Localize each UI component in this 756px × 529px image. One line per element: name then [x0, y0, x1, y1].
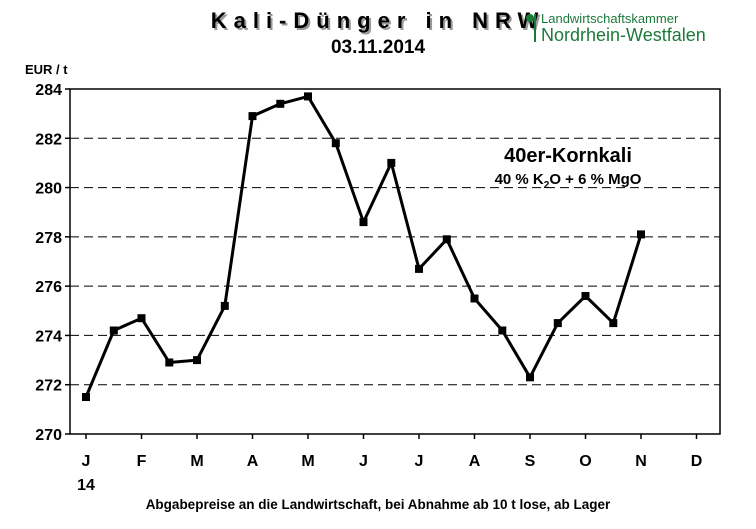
plot-frame [69, 88, 721, 435]
x-tick-label: J [415, 453, 424, 470]
x-tick-label: J [359, 453, 368, 470]
x-tick-label: F [137, 453, 147, 470]
data-point [331, 139, 340, 148]
chart-title-shadow: Kali-Dünger in NRW [212, 10, 548, 35]
y-tick-label: 272 [35, 378, 62, 395]
x-tick-label: N [635, 453, 647, 470]
data-point [165, 358, 174, 367]
data-point [609, 319, 618, 328]
chart-date: 03.11.2014 [330, 37, 426, 58]
data-point [304, 92, 312, 101]
x-tick-label: M [190, 453, 203, 470]
data-point [220, 301, 229, 310]
data-point [498, 326, 507, 335]
data-point [637, 230, 645, 239]
footer-caption: Abgabepreise an die Landwirtschaft, bei … [145, 497, 611, 512]
chart-title: Kali-Dünger in NRW [210, 8, 546, 33]
data-point [581, 292, 590, 300]
year-tick-label: 14 [77, 477, 95, 494]
data-point [553, 319, 562, 328]
data-point [442, 235, 451, 244]
data-point [359, 218, 368, 227]
data-point [137, 314, 146, 323]
x-tick-label: S [525, 453, 536, 470]
leaf-icon [526, 14, 536, 42]
series-annotation-title: 40er-Kornkali [504, 145, 632, 167]
x-tick-label: J [82, 453, 91, 470]
y-tick-label: 276 [35, 279, 62, 296]
x-tick-label: A [469, 453, 481, 470]
x-tick-label: A [247, 453, 259, 470]
y-tick-label: 278 [35, 230, 62, 247]
data-point [248, 112, 257, 121]
x-tick-label: M [301, 453, 314, 470]
series-annotation-formula: 40 % K2O + 6 % MgO [495, 171, 642, 191]
data-point [526, 373, 534, 382]
x-tick-label: D [691, 453, 703, 470]
data-point [470, 294, 479, 303]
y-tick-labels: 270 272 274 276 278 280 282 284 [35, 82, 70, 444]
data-point [276, 99, 285, 108]
data-point [82, 393, 90, 401]
series-line [84, 94, 643, 398]
y-tick-label: 284 [35, 82, 62, 99]
data-point [387, 158, 396, 167]
grid-lines [70, 137, 720, 386]
y-tick-label: 274 [35, 328, 62, 345]
x-tick-label: O [579, 453, 591, 470]
data-point [193, 356, 201, 365]
data-point [109, 326, 118, 335]
price-series [82, 92, 645, 401]
y-tick-label: 280 [35, 181, 62, 198]
y-axis-label: EUR / t [25, 62, 68, 77]
y-tick-label: 282 [35, 131, 62, 148]
data-point [415, 264, 423, 273]
y-tick-label: 270 [35, 427, 62, 444]
logo-line-1: Landwirtschaftskammer [541, 11, 679, 26]
logo-line-2: Nordrhein-Westfalen [541, 25, 706, 45]
